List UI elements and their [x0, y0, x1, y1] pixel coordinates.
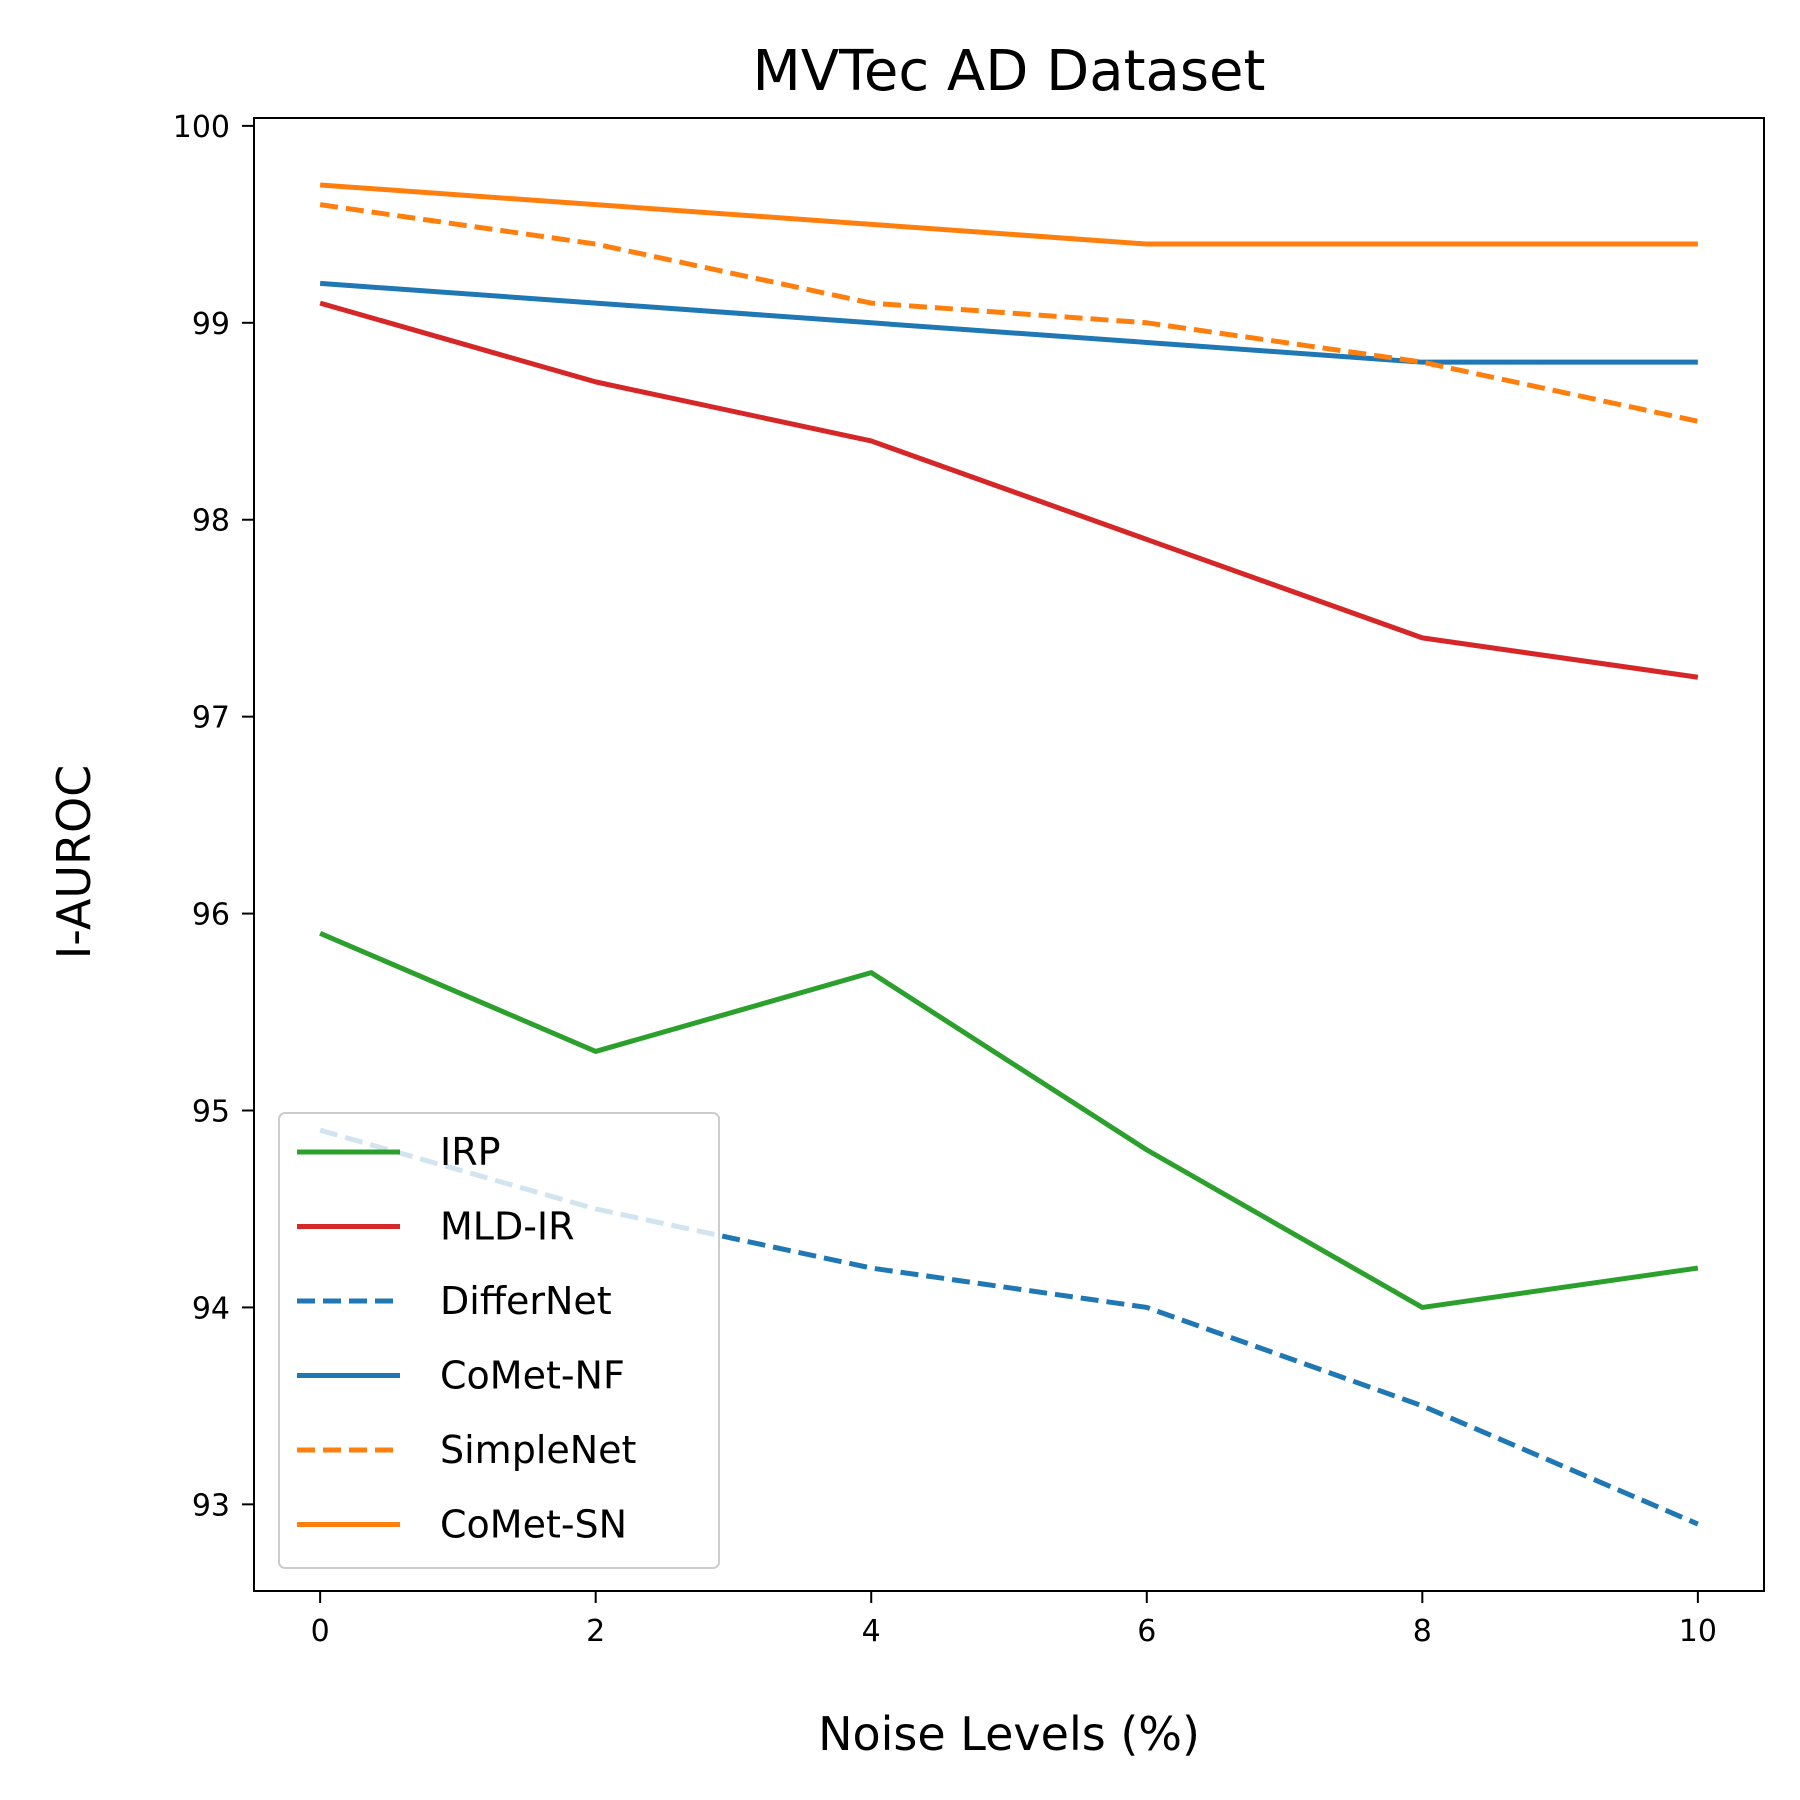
data-point-comet-sn — [1144, 242, 1149, 247]
x-tick-label: 8 — [1413, 1614, 1432, 1649]
y-tick-label: 93 — [192, 1488, 230, 1523]
y-tick-label: 100 — [173, 110, 230, 145]
x-tick-label: 4 — [862, 1614, 881, 1649]
x-axis-ticks: 0 2 4 6 8 10 — [311, 1591, 1717, 1649]
legend-label-differnet: DifferNet — [440, 1279, 612, 1323]
legend-label-simplenet: SimpleNet — [440, 1428, 636, 1472]
y-tick-label: 94 — [192, 1291, 230, 1326]
data-point-comet-sn — [318, 182, 323, 187]
chart-title: MVTec AD Dataset — [753, 39, 1266, 104]
data-point-simplenet — [1144, 320, 1149, 325]
y-tick-label: 95 — [192, 1095, 230, 1130]
series-line-mld-ir — [319, 300, 1699, 680]
data-point-comet-nf — [1695, 360, 1700, 365]
data-point-simplenet — [1695, 419, 1700, 424]
data-point-comet-nf — [318, 281, 323, 286]
legend-label-comet-nf: CoMet-NF — [440, 1354, 625, 1398]
y-axis-ticks: 93 94 95 96 97 98 99 100 — [173, 110, 254, 1523]
series-line-comet-sn — [319, 182, 1698, 247]
data-point-differnet — [869, 1266, 874, 1271]
data-point-differnet — [1144, 1305, 1149, 1310]
data-point-differnet — [1695, 1522, 1700, 1527]
data-point-simplenet — [1420, 360, 1425, 365]
data-point-comet-sn — [869, 222, 874, 227]
series-line-irp — [319, 930, 1699, 1310]
data-point-comet-nf — [869, 320, 874, 325]
data-point-mld-ir — [1144, 537, 1149, 542]
data-point-irp — [593, 1049, 598, 1054]
data-point-mld-ir — [1695, 675, 1700, 680]
data-point-simplenet — [593, 242, 598, 247]
y-tick-label: 97 — [192, 701, 230, 736]
data-point-comet-sn — [1420, 242, 1425, 247]
y-tick-label: 98 — [192, 504, 230, 539]
series-line-simplenet — [319, 202, 1699, 424]
data-point-irp — [1420, 1305, 1425, 1310]
data-point-simplenet — [318, 202, 323, 207]
y-tick-label: 99 — [192, 307, 230, 342]
legend: IRP MLD-IR DifferNet CoMet-NF SimpleNet CoMet… — [278, 1112, 720, 1569]
legend-label-mld-ir: MLD-IR — [440, 1205, 575, 1249]
data-point-differnet — [1420, 1403, 1425, 1408]
series-line-comet-nf — [319, 280, 1698, 365]
data-point-irp — [1144, 1147, 1149, 1152]
data-point-comet-nf — [1144, 340, 1149, 345]
data-point-comet-nf — [593, 301, 598, 306]
data-point-irp — [1695, 1266, 1700, 1271]
data-point-irp — [318, 931, 323, 936]
legend-label-comet-sn: CoMet-SN — [440, 1503, 627, 1547]
data-point-simplenet — [869, 301, 874, 306]
data-point-mld-ir — [1420, 635, 1425, 640]
data-point-comet-sn — [593, 202, 598, 207]
y-tick-label: 96 — [192, 898, 230, 933]
data-point-irp — [869, 970, 874, 975]
x-axis-label: Noise Levels (%) — [818, 1707, 1200, 1761]
data-point-mld-ir — [593, 379, 598, 384]
plot-frame — [253, 117, 1765, 1592]
data-point-mld-ir — [869, 438, 874, 443]
y-axis-label: I-AUROC — [47, 765, 101, 960]
data-point-mld-ir — [318, 301, 323, 306]
x-tick-label: 6 — [1137, 1614, 1156, 1649]
legend-box — [278, 1112, 720, 1569]
x-tick-label: 2 — [586, 1614, 605, 1649]
x-tick-label: 10 — [1679, 1614, 1717, 1649]
data-point-comet-sn — [1695, 242, 1700, 247]
legend-label-irp: IRP — [440, 1130, 501, 1174]
x-tick-label: 0 — [311, 1614, 330, 1649]
